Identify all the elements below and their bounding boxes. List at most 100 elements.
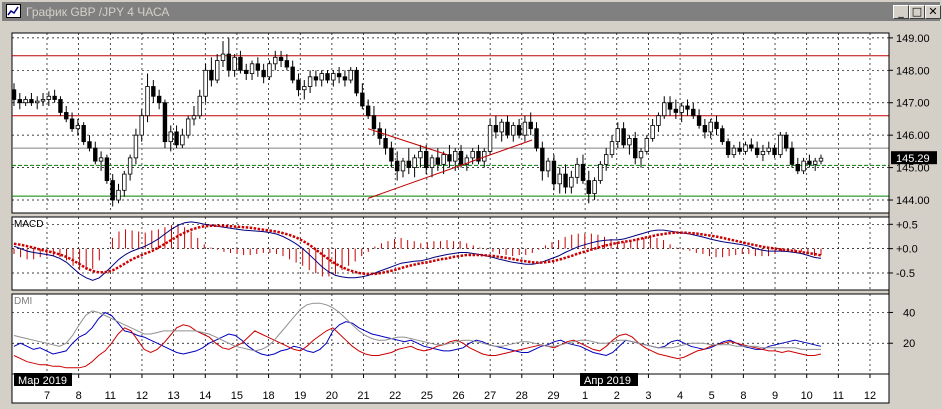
candle-body <box>783 134 789 149</box>
candle-body <box>476 150 481 162</box>
candle <box>75 118 81 136</box>
candle <box>46 91 52 106</box>
candle-body <box>545 160 551 172</box>
x-tick-label: 25 <box>421 390 433 402</box>
candle <box>638 148 644 168</box>
x-tick-label: 14 <box>199 390 211 402</box>
candle-body <box>313 76 319 81</box>
x-tick-label: 9 <box>772 390 778 402</box>
candle <box>284 54 290 71</box>
candle-body <box>424 150 429 168</box>
window-title: График GBP /JPY 4 ЧАСА <box>26 5 170 19</box>
candle-body <box>743 144 748 152</box>
candle <box>545 157 551 178</box>
restore-button[interactable]: □ <box>909 5 925 19</box>
candle <box>29 93 34 106</box>
candle-body <box>377 128 382 139</box>
candle-body <box>40 99 46 102</box>
candle <box>151 80 156 103</box>
candle <box>11 83 17 106</box>
x-tick-label: 1 <box>582 390 588 402</box>
candle-body <box>766 147 771 152</box>
candle-body <box>191 115 197 120</box>
candle <box>255 57 261 77</box>
candle <box>754 141 760 158</box>
candle <box>818 154 824 165</box>
candle-body <box>151 86 156 97</box>
candle <box>580 154 586 184</box>
candle-body <box>383 138 388 149</box>
candle <box>238 50 243 74</box>
candle-body <box>360 92 365 107</box>
candle <box>772 144 777 158</box>
candle <box>162 99 168 149</box>
candle <box>35 96 40 110</box>
x-tick-label: 11 <box>833 390 844 402</box>
candle-body <box>238 56 243 71</box>
candle <box>574 157 580 184</box>
month-marker-label: Мар 2019 <box>18 375 67 387</box>
candle <box>127 154 133 181</box>
candle-body <box>267 63 272 78</box>
candle <box>627 135 632 155</box>
candle-body <box>772 147 777 156</box>
candle-body <box>696 115 702 126</box>
candle-body <box>290 66 295 81</box>
candle <box>249 60 255 81</box>
title-bar[interactable]: График GBP /JPY 4 ЧАСА _ □ ✕ <box>2 2 941 21</box>
candle-body <box>174 131 179 146</box>
candle-body <box>540 147 545 172</box>
candle-body <box>644 138 650 152</box>
candle <box>296 73 301 97</box>
candle <box>696 109 702 129</box>
candle <box>261 63 266 84</box>
candle <box>139 109 144 142</box>
candle <box>319 70 324 87</box>
candle-body <box>563 173 568 188</box>
candle-body <box>342 76 348 81</box>
candle <box>406 148 411 175</box>
candle <box>307 70 313 93</box>
candle <box>81 122 86 145</box>
candle-body <box>98 157 104 162</box>
candle <box>691 102 696 119</box>
x-tick-label: 12 <box>136 390 148 402</box>
candle-body <box>232 56 237 71</box>
candle <box>795 157 800 175</box>
candle <box>476 144 481 165</box>
candle-body <box>598 163 603 181</box>
candle-body <box>116 189 121 201</box>
candle-body <box>795 163 800 172</box>
candle <box>424 144 429 175</box>
candle-body <box>81 125 86 143</box>
candle <box>302 80 307 100</box>
candle <box>110 174 115 207</box>
candle <box>273 50 278 71</box>
candle-body <box>336 73 342 78</box>
candle-body <box>203 69 208 97</box>
candle-body <box>522 121 528 136</box>
candle <box>673 99 679 119</box>
candle-body <box>168 131 173 143</box>
close-button[interactable]: ✕ <box>925 5 941 19</box>
x-tick-label: 13 <box>167 390 179 402</box>
candle-body <box>162 102 168 143</box>
candle-body <box>499 121 504 133</box>
x-tick-label: 3 <box>645 390 651 402</box>
minimize-button[interactable]: _ <box>893 5 909 19</box>
candle <box>156 89 162 110</box>
x-tick-label: 26 <box>452 390 464 402</box>
candle-body <box>296 79 301 91</box>
candle-body <box>807 160 812 165</box>
candle-body <box>551 160 557 185</box>
month-marker-label: Апр 2019 <box>584 375 631 387</box>
candle <box>209 57 214 87</box>
candle <box>93 141 98 165</box>
candle-body <box>64 112 69 120</box>
candle-body <box>580 163 586 181</box>
candle-body <box>319 73 324 81</box>
candle <box>522 115 528 142</box>
chart-app-icon <box>6 4 21 18</box>
candle <box>540 141 545 181</box>
candle-body <box>75 125 81 130</box>
